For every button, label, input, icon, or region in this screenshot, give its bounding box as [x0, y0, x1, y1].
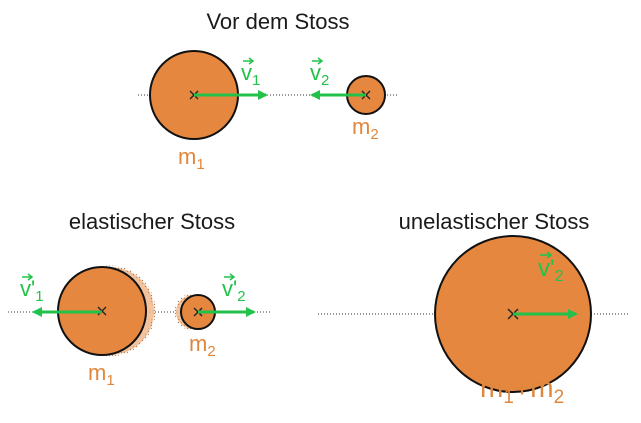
svg-text:v'1: v'1	[20, 276, 44, 305]
label-m1: m1	[88, 360, 115, 389]
panel-inelastic: unelastischer Stoss v'2 m1+m2	[318, 209, 630, 408]
panel-before: Vor dem Stoss v1 v2 m1 m2	[138, 9, 398, 173]
label-v2-prime: v'2	[538, 251, 564, 285]
label-v2: v2	[310, 57, 329, 89]
label-m2: m2	[189, 331, 216, 360]
panel-before-title: Vor dem Stoss	[206, 9, 349, 34]
svg-text:v'2: v'2	[222, 276, 246, 305]
label-v1-prime: v'1	[20, 273, 44, 305]
svg-text:v'2: v'2	[538, 255, 564, 285]
label-v2-prime: v'2	[222, 273, 246, 305]
svg-text:v1: v1	[241, 60, 260, 89]
panel-elastic-title: elastischer Stoss	[69, 209, 235, 234]
label-m1-plus-m2: m1+m2	[480, 372, 564, 408]
label-m1: m1	[178, 144, 205, 173]
label-v1: v1	[241, 57, 260, 89]
label-m2: m2	[352, 114, 379, 143]
panel-inelastic-title: unelastischer Stoss	[399, 209, 590, 234]
svg-text:v2: v2	[310, 60, 329, 89]
panel-elastic: elastischer Stoss v'1 v'2 m1 m2	[8, 209, 272, 389]
